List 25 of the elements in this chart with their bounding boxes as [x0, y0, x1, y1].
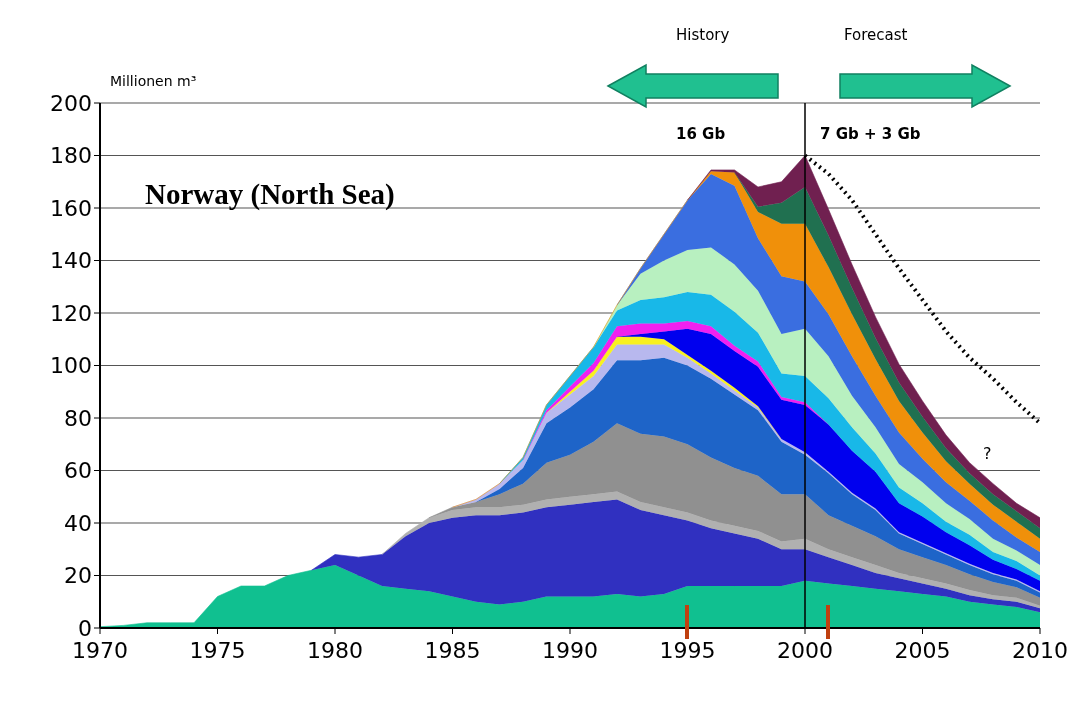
- y-tick-label: 100: [50, 353, 92, 379]
- text: Norway (North Sea): [145, 178, 395, 211]
- annotation: 16 Gb: [676, 125, 726, 143]
- x-tick-label: 1985: [424, 637, 481, 663]
- text: Forecast: [844, 26, 908, 44]
- y-tick-label: 80: [64, 405, 92, 431]
- y-tick-label: 60: [64, 458, 92, 484]
- y-tick-label: 180: [50, 143, 92, 169]
- x-tick-label: 1975: [189, 637, 246, 663]
- annotation: ?: [983, 444, 992, 463]
- y-tick-label: 20: [64, 563, 92, 589]
- y-tick-label: 200: [50, 90, 92, 116]
- x-tick-label: 1980: [307, 637, 363, 663]
- y-axis-title: Millionen m³: [110, 73, 197, 89]
- x-tick-label: 2010: [1012, 637, 1068, 663]
- x-tick-label: 1990: [542, 637, 598, 663]
- text: History: [676, 26, 730, 44]
- x-tick-label: 1995: [659, 637, 716, 663]
- annotation: 7 Gb + 3 Gb: [820, 125, 921, 143]
- x-tick-label: 2005: [894, 637, 951, 663]
- y-tick-label: 140: [50, 248, 92, 274]
- y-tick-label: 40: [64, 510, 92, 536]
- y-tick-label: 120: [50, 300, 92, 326]
- x-tick-label: 2000: [777, 637, 833, 663]
- y-tick-label: 160: [50, 195, 92, 221]
